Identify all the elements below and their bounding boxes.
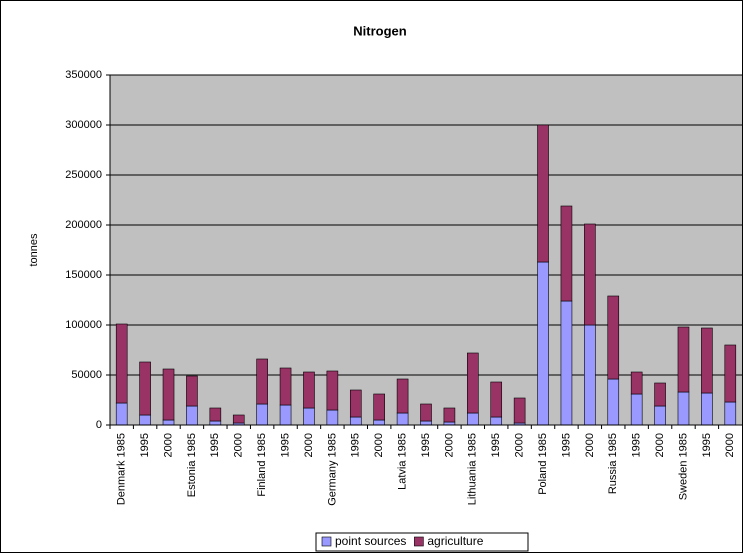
bar-segment [349, 416, 362, 426]
bar-segment [115, 323, 128, 404]
legend-swatch [414, 536, 424, 547]
bar-segment [186, 375, 198, 407]
bar-segment [279, 367, 292, 406]
y-tick-label: 200000 [65, 219, 102, 231]
x-tick-label: 2000 [162, 433, 174, 457]
x-tick-label: 1995 [139, 433, 151, 457]
x-tick-label: 1995 [350, 433, 362, 457]
bar-segment [139, 414, 151, 426]
bar-segment [256, 358, 268, 405]
x-tick-label: 2000 [724, 433, 736, 457]
bar-segment [584, 324, 596, 426]
bar-segment [420, 403, 432, 422]
legend-label: agriculture [427, 534, 483, 548]
bar-segment [607, 295, 620, 380]
bar-segment [303, 371, 315, 409]
y-tick-label: 100000 [65, 319, 102, 331]
bar-segment [654, 405, 666, 426]
chart-title: Nitrogen [353, 23, 407, 38]
bar-segment [256, 403, 268, 426]
bar-segment [467, 412, 479, 426]
bar-segment [373, 393, 385, 421]
bar-segment [490, 381, 503, 418]
x-tick-label: 1995 [420, 433, 432, 457]
bar-segment [139, 361, 151, 416]
plot-area [110, 75, 742, 425]
bar-segment [560, 300, 573, 426]
x-tick-label: 1995 [701, 433, 713, 457]
x-tick-label: Germany 1985 [326, 433, 338, 506]
bar-segment [677, 326, 690, 393]
bar-segment [701, 392, 713, 426]
bar-segment [490, 416, 503, 426]
bar-segment [373, 419, 385, 426]
bar-segment [467, 352, 479, 414]
bar-segment [420, 420, 432, 426]
bar-segment [654, 382, 666, 407]
y-tick-label: 50000 [71, 369, 102, 381]
x-tick-label: 1995 [560, 433, 572, 457]
bar-segment [232, 414, 245, 424]
bar-segment [162, 419, 175, 426]
x-tick-label: 1995 [279, 433, 291, 457]
y-tick-label: 150000 [65, 269, 102, 281]
x-tick-label: 2000 [514, 433, 526, 457]
bar-segment [537, 261, 549, 426]
bar-segment [630, 371, 643, 395]
y-tick-label: 250000 [65, 169, 102, 181]
bar-segment [584, 223, 596, 326]
legend-swatch [321, 536, 332, 547]
y-tick-label: 0 [96, 419, 102, 431]
x-tick-label: 1995 [209, 433, 221, 457]
x-tick-label: 2000 [233, 433, 245, 457]
bar-segment [186, 405, 198, 426]
bar-segment [724, 401, 737, 426]
x-tick-label: Estonia 1985 [186, 433, 198, 497]
y-tick-label: 350000 [65, 69, 102, 81]
bar-segment [443, 407, 456, 423]
x-tick-label: 2000 [373, 433, 385, 457]
x-tick-label: Poland 1985 [537, 433, 549, 495]
bar-segment [607, 378, 620, 426]
x-tick-label: 2000 [584, 433, 596, 457]
y-tick-label: 300000 [65, 119, 102, 131]
bar-segment [396, 412, 409, 426]
bar-segment [162, 368, 175, 421]
bar-segment [349, 389, 362, 418]
bar-segment [326, 370, 339, 411]
bar-segment [209, 407, 222, 422]
bar-segment [303, 407, 315, 426]
y-axis-label: tonnes [28, 233, 40, 267]
bar-segment [724, 344, 737, 403]
legend-label: point sources [335, 534, 406, 548]
x-tick-label: Russia 1985 [607, 433, 619, 494]
x-tick-label: Sweden 1985 [677, 433, 689, 500]
x-tick-label: 1995 [490, 433, 502, 457]
x-tick-label: 2000 [443, 433, 455, 457]
bar-segment [513, 397, 526, 424]
bar-segment [537, 124, 549, 263]
bar-segment [560, 205, 573, 302]
x-tick-label: Finland 1985 [256, 433, 268, 497]
x-tick-label: 1995 [631, 433, 643, 457]
x-tick-label: Denmark 1985 [116, 433, 128, 505]
bar-segment [701, 327, 713, 394]
bar-segment [279, 404, 292, 426]
bar-segment [630, 393, 643, 426]
x-tick-label: 2000 [654, 433, 666, 457]
x-tick-label: Lithuania 1985 [467, 433, 479, 505]
bar-segment [209, 420, 222, 426]
bar-segment [115, 402, 128, 426]
bar-segment [396, 378, 409, 414]
x-tick-label: Latvia 1985 [396, 433, 408, 490]
x-tick-label: 2000 [303, 433, 315, 457]
bar-segment [677, 391, 690, 426]
bar-segment [326, 409, 339, 426]
